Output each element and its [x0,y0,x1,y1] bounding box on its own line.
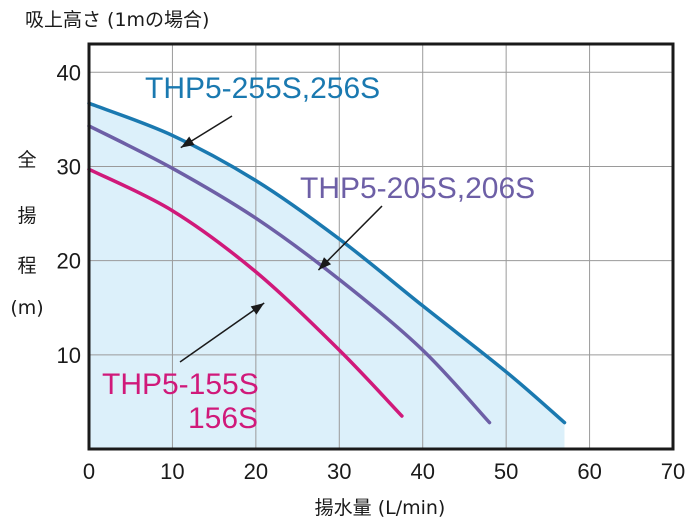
y-tick-10: 10 [57,343,81,368]
y-axis-label-char-2: 揚 [17,205,36,227]
series-label-thp5-255s: THP5-255S,256S [145,72,380,105]
series-label-thp5-156s: 156S [188,402,258,435]
series-curves [87,101,567,425]
x-tick-70: 70 [661,459,685,484]
x-tick-50: 50 [494,459,518,484]
arrow-line-2 [317,205,383,271]
x-tick-10: 10 [160,459,184,484]
y-axis-label-char-1: 全 [17,149,36,171]
x-axis-label: 揚水量 (L/min) [315,497,446,519]
y-axis-label-char-4: (m) [10,297,43,319]
y-tick-30: 30 [57,154,81,179]
y-tick-labels: 10 20 30 40 [57,60,81,368]
y-axis-label-char-3: 程 [17,255,36,277]
grid-lines [89,44,673,449]
x-tick-0: 0 [83,459,95,484]
series-label-thp5-205s: THP5-205S,206S [300,172,535,205]
series-curve-1 [87,101,567,425]
arrow-head-2 [318,257,332,270]
y-tick-40: 40 [57,60,81,85]
series-label-thp5-155s: THP5-155S [102,368,259,401]
arrow-line-3 [179,302,265,363]
x-tick-30: 30 [327,459,351,484]
x-tick-60: 60 [577,459,601,484]
annotation-arrows [179,115,383,363]
x-tick-labels: 0 10 20 30 40 50 60 70 [83,459,685,484]
y-tick-20: 20 [57,249,81,274]
x-tick-20: 20 [244,459,268,484]
arrow-head-1 [180,136,195,148]
series-curve-3 [87,167,404,418]
plot-frame [87,42,675,451]
series-curve-2 [87,124,492,425]
suction-lift-label: 吸上高さ (1mの場合) [25,9,209,31]
arrow-head-3 [250,303,265,315]
x-tick-40: 40 [410,459,434,484]
